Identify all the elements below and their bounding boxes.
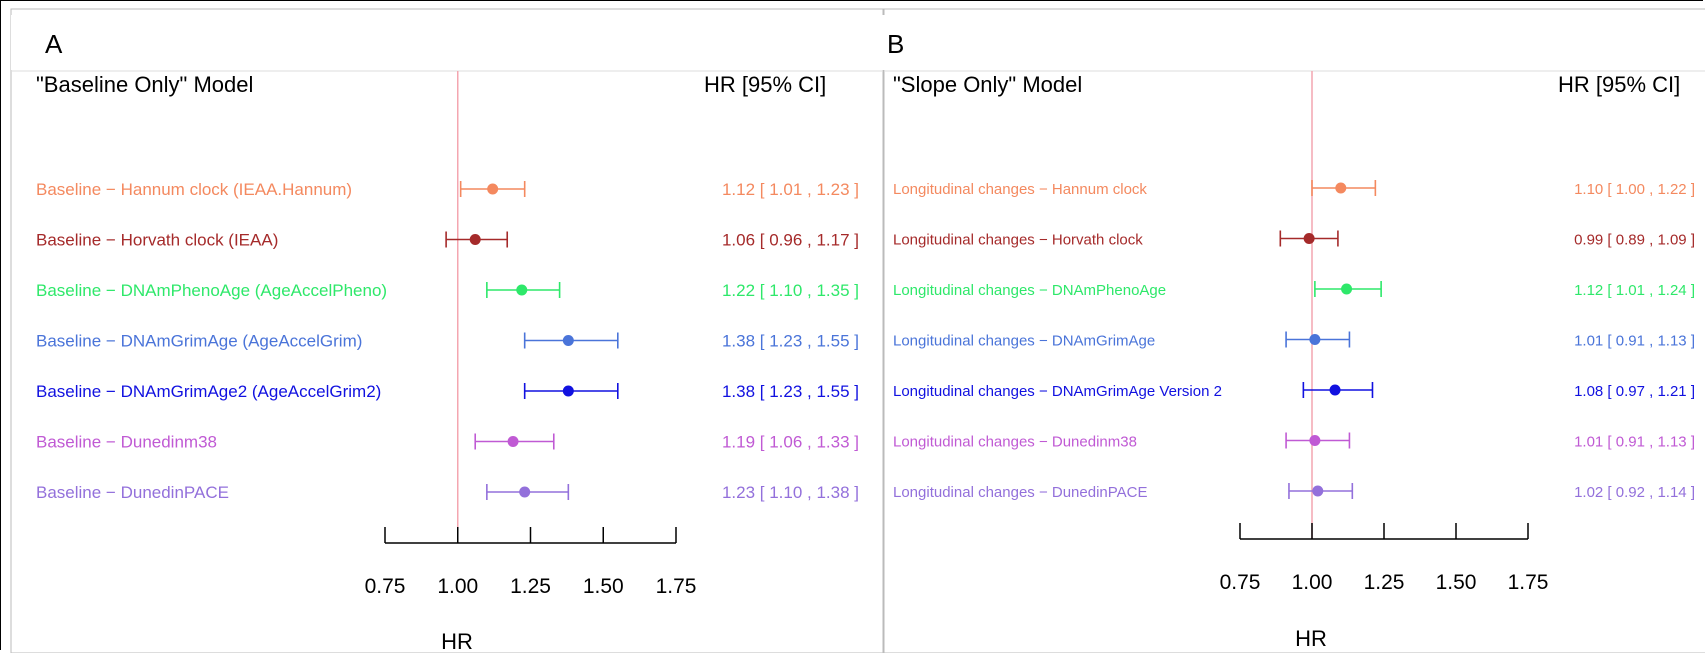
panel-a-ci-text: 1.23 [ 1.10 , 1.38 ] [722, 483, 859, 502]
panel-a-ci-text: 1.22 [ 1.10 , 1.35 ] [722, 281, 859, 300]
panel-a-point-estimate [487, 183, 499, 195]
panel-b-xlabel: HR [1295, 626, 1327, 651]
panel-b-point-estimate [1312, 485, 1324, 497]
panel-a-ci-text: 1.38 [ 1.23 , 1.55 ] [722, 382, 859, 401]
panel-b-point-estimate [1303, 233, 1315, 244]
panel-b-x-tick-label: 1.50 [1436, 571, 1477, 594]
panel-b-ci-text: 1.02 [ 0.92 , 1.14 ] [1574, 484, 1695, 501]
panel-a-x-tick-label: 1.00 [437, 575, 478, 598]
panel-a-row-label: Baseline − Horvath clock (IEAA) [36, 231, 278, 250]
panel-b-hr-header: HR [95% CI] [1558, 72, 1680, 97]
panel-b-ci-text: 1.01 [ 0.91 , 1.13 ] [1574, 333, 1695, 350]
panel-a-ci-text: 1.12 [ 1.01 , 1.23 ] [722, 180, 859, 199]
panel-a-row-label: Baseline − Hannum clock (IEAA.Hannum) [36, 180, 352, 199]
panel-a-row-label: Baseline − Dunedinm38 [36, 433, 217, 452]
panel-b-plot: 0.75 1.00 1.25 1.50 1.75 Longitudinal changes… [893, 71, 1695, 594]
panel-b-point-estimate [1309, 334, 1321, 345]
panel-b-point-estimate [1309, 435, 1321, 446]
panel-a-x-tick-label: 1.75 [656, 575, 697, 598]
panel-a-x-tick-label: 1.50 [583, 575, 624, 598]
panel-a-point-estimate [516, 284, 528, 296]
panel-a-point-estimate [507, 436, 519, 447]
panel-b-point-estimate [1335, 182, 1347, 194]
panel-b-letter: B [873, 15, 919, 70]
panel-b-row-label: Longitudinal changes − DNAmGrimAge Versi… [893, 383, 1222, 400]
panel-a-row-label: Baseline − DNAmGrimAge2 (AgeAccelGrim2) [36, 382, 381, 401]
panel-b-row-label: Longitudinal changes − Dunedinm38 [893, 434, 1137, 451]
panel-a-xlabel: HR [441, 629, 473, 653]
panel-b-ci-text: 1.12 [ 1.01 , 1.24 ] [1574, 282, 1695, 299]
panel-a-point-estimate [519, 486, 531, 498]
panel-a-letter: A [11, 15, 79, 70]
panel-a-point-estimate [562, 335, 574, 346]
panel-a-plot: 0.75 1.00 1.25 1.50 1.75 Baseline − Hannum cl… [36, 71, 859, 598]
panel-a-row-label: Baseline − DNAmPhenoAge (AgeAccelPheno) [36, 281, 387, 300]
panel-b-row-label: Longitudinal changes − DunedinPACE [893, 484, 1148, 501]
panel-a-ci-text: 1.19 [ 1.06 , 1.33 ] [722, 433, 859, 452]
panel-b-ci-text: 1.01 [ 0.91 , 1.13 ] [1574, 434, 1695, 451]
panel-b-border [883, 8, 1705, 653]
panel-b-row-label: Longitudinal changes − DNAmGrimAge [893, 333, 1155, 350]
panel-b-x-tick-label: 1.25 [1364, 571, 1405, 594]
panel-b-title: "Slope Only" Model [893, 72, 1082, 97]
panel-b-x-tick-label: 1.75 [1508, 571, 1549, 594]
panel-b-ci-text: 0.99 [ 0.89 , 1.09 ] [1574, 232, 1695, 249]
panel-b-row-label: Longitudinal changes − Horvath clock [893, 232, 1143, 249]
panel-b-point-estimate [1329, 384, 1341, 396]
panel-a-ci-text: 1.06 [ 0.96 , 1.17 ] [722, 231, 859, 250]
panel-b-point-estimate [1341, 283, 1353, 295]
panel-a-border [10, 8, 884, 653]
panel-b-x-tick-label: 0.75 [1220, 571, 1261, 594]
panel-a-title: "Baseline Only" Model [36, 72, 253, 97]
panel-a-point-estimate [562, 385, 574, 397]
panel-a-row-label: Baseline − DunedinPACE [36, 483, 229, 502]
panel-a-x-tick-label: 1.25 [510, 575, 551, 598]
panel-a-row-label: Baseline − DNAmGrimAge (AgeAccelGrim) [36, 332, 362, 351]
panel-b-ci-text: 1.10 [ 1.00 , 1.22 ] [1574, 181, 1695, 198]
panel-a-hr-header: HR [95% CI] [704, 72, 826, 97]
panel-a-point-estimate [469, 234, 481, 245]
panel-a-x-tick-label: 0.75 [365, 575, 406, 598]
panel-a-ci-text: 1.38 [ 1.23 , 1.55 ] [722, 332, 859, 351]
panel-b-x-tick-label: 1.00 [1292, 571, 1333, 594]
panel-b-row-label: Longitudinal changes − DNAmPhenoAge [893, 282, 1166, 299]
panel-b-row-label: Longitudinal changes − Hannum clock [893, 181, 1147, 198]
panel-b-ci-text: 1.08 [ 0.97 , 1.21 ] [1574, 383, 1695, 400]
